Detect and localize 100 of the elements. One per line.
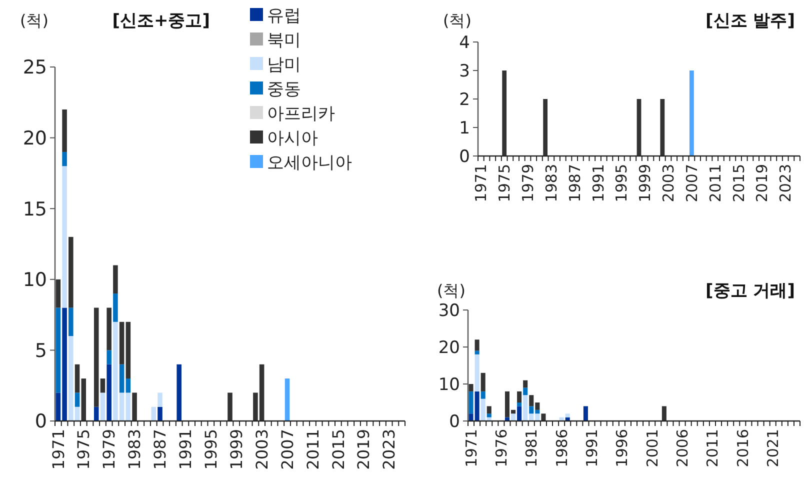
y-tick-label: 25 — [22, 56, 47, 79]
bar — [228, 392, 232, 421]
bar — [106, 308, 112, 350]
x-tick-label: 2015 — [328, 429, 348, 470]
x-tick-label: 1991 — [176, 429, 196, 470]
bar — [565, 414, 570, 418]
bar — [480, 372, 486, 392]
x-tick-label: 2011 — [704, 429, 722, 468]
bar — [126, 392, 131, 421]
x-tick-label: 1983 — [125, 429, 144, 470]
x-tick-label: 2006 — [674, 429, 692, 468]
y-tick-label: 5 — [34, 340, 47, 362]
legend-label: 북미 — [267, 30, 301, 50]
bar — [74, 392, 80, 407]
bar — [100, 392, 106, 421]
bar — [126, 378, 131, 393]
x-tick-label: 1995 — [202, 429, 221, 470]
bar — [113, 294, 118, 322]
bar — [126, 322, 131, 379]
bar — [517, 402, 522, 406]
chart-title: [중고 거래] — [706, 281, 795, 301]
x-tick-label: 1979 — [100, 429, 119, 470]
bar — [62, 152, 67, 166]
bar — [62, 109, 67, 152]
x-tick-label: 1971 — [472, 164, 490, 202]
y-tick-label: 0 — [449, 412, 460, 432]
bar — [158, 406, 162, 421]
bar — [583, 406, 588, 421]
chart-title: [신조+중고] — [112, 11, 210, 31]
bar — [68, 236, 74, 308]
y-tick-label: 0 — [459, 146, 470, 167]
legend-label: 중동 — [267, 80, 301, 100]
bar — [176, 364, 182, 421]
bar — [113, 265, 118, 294]
bar — [62, 166, 67, 308]
bar — [517, 406, 522, 421]
bar — [68, 308, 74, 336]
bar — [523, 380, 528, 388]
bar — [81, 378, 86, 421]
y-axis-title: (척) — [443, 11, 472, 30]
bar — [151, 406, 156, 421]
bar — [106, 350, 112, 364]
legend-label: 유럽 — [267, 6, 301, 26]
bar — [119, 322, 124, 364]
bar — [517, 391, 522, 402]
y-tick-label: 15 — [22, 198, 47, 220]
bar — [158, 392, 162, 407]
legend-label: 남미 — [267, 55, 301, 75]
x-tick-label: 2019 — [753, 164, 772, 202]
legend-label: 아프리카 — [267, 104, 335, 124]
x-tick-label: 1976 — [492, 429, 510, 468]
y-tick-label: 10 — [438, 374, 460, 395]
y-tick-label: 3 — [459, 61, 470, 82]
bar — [662, 406, 666, 421]
x-tick-label: 1987 — [150, 429, 170, 470]
bar — [474, 350, 480, 354]
bar — [541, 414, 546, 421]
x-tick-label: 1971 — [462, 429, 480, 468]
x-tick-label: 2003 — [660, 164, 678, 202]
x-tick-label: 2011 — [706, 164, 724, 202]
bar — [94, 406, 99, 421]
bar — [474, 340, 480, 351]
x-tick-label: 2019 — [354, 429, 374, 470]
bar — [523, 388, 528, 396]
bar — [132, 392, 137, 421]
y-tick-label: 2 — [459, 90, 470, 110]
x-tick-label: 2023 — [380, 429, 399, 470]
bar — [474, 354, 480, 392]
bar — [56, 308, 61, 393]
bar — [486, 406, 492, 414]
x-tick-label: 1999 — [226, 429, 246, 470]
x-tick-label: 1975 — [74, 429, 94, 470]
x-tick-label: 2003 — [252, 429, 272, 470]
x-tick-label: 1986 — [552, 429, 571, 468]
x-tick-label: 2015 — [730, 164, 748, 202]
chart-title: [신조 발주] — [706, 11, 795, 31]
x-tick-label: 1983 — [542, 164, 560, 202]
y-axis-title: (척) — [20, 11, 48, 30]
y-tick-label: 10 — [22, 269, 47, 292]
y-tick-label: 0 — [34, 410, 47, 433]
x-tick-label: 1987 — [566, 164, 584, 202]
x-tick-label: 1975 — [496, 164, 514, 202]
bar — [511, 414, 516, 421]
legend-label: 아시아 — [267, 128, 318, 148]
x-tick-label: 2023 — [776, 164, 795, 202]
bar — [74, 364, 80, 393]
bar — [486, 414, 492, 418]
y-tick-label: 20 — [22, 127, 47, 150]
x-tick-label: 1981 — [522, 429, 541, 468]
x-tick-label: 2007 — [278, 429, 297, 470]
x-tick-label: 1996 — [613, 429, 632, 468]
x-tick-label: 1971 — [48, 429, 68, 470]
x-tick-label: 1995 — [612, 164, 631, 202]
x-tick-label: 1991 — [589, 164, 608, 202]
bar — [56, 279, 61, 308]
x-tick-label: 2001 — [643, 429, 662, 468]
legend-label: 오세아니아 — [267, 153, 352, 173]
bar — [106, 364, 112, 421]
y-tick-label: 4 — [459, 32, 470, 53]
x-tick-label: 2021 — [764, 429, 782, 468]
